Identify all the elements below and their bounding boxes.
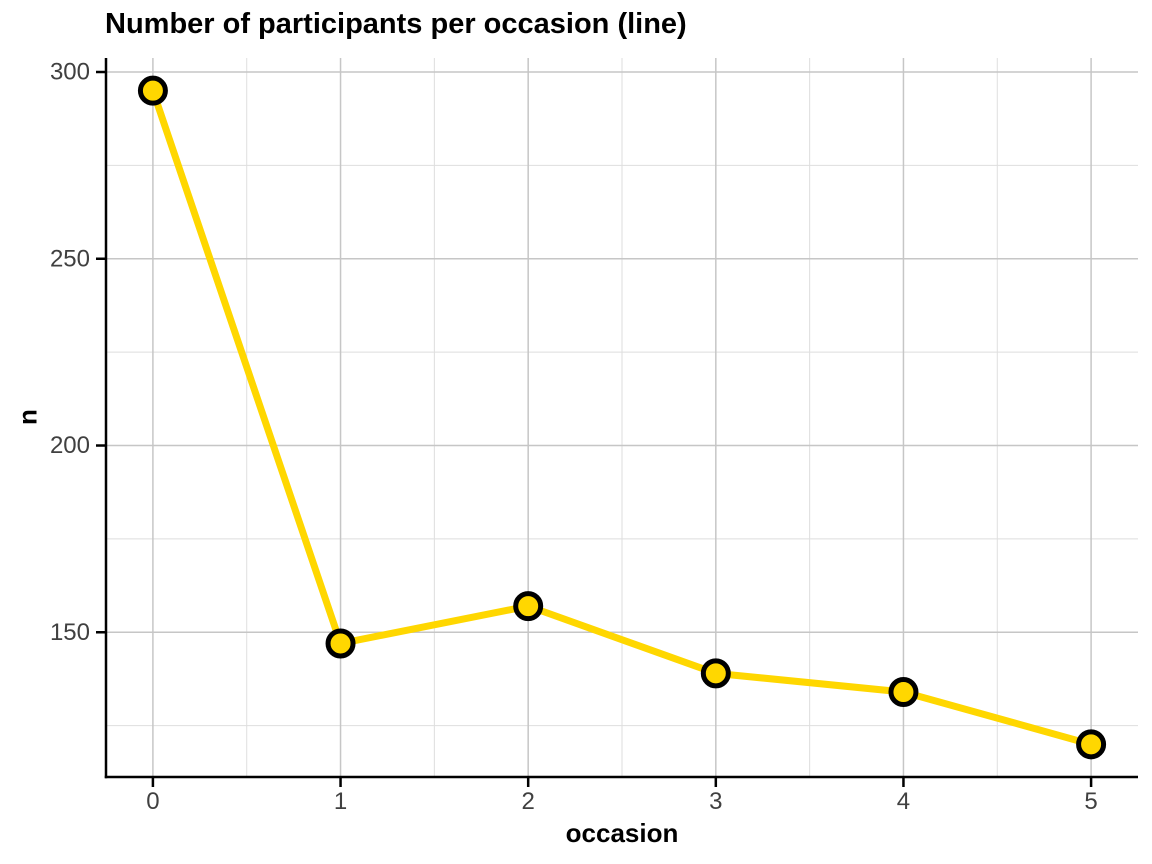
series-line <box>149 89 1093 748</box>
data-point <box>513 591 544 622</box>
y-axis-tick-label: 250 <box>50 245 90 272</box>
x-axis-title: occasion <box>565 818 679 848</box>
data-point <box>700 658 731 689</box>
y-axis-tick-label: 150 <box>50 619 90 646</box>
x-axis-tick-label: 5 <box>1084 788 1097 815</box>
x-axis-tick-label: 4 <box>897 788 910 815</box>
y-axis-tick-label: 200 <box>50 432 90 459</box>
data-point <box>888 677 919 708</box>
y-axis-tick-label: 300 <box>50 59 90 86</box>
data-point <box>137 75 168 106</box>
x-axis-tick-label: 0 <box>146 788 159 815</box>
x-axis-tick-label: 2 <box>522 788 535 815</box>
x-axis-tick-label: 1 <box>334 788 347 815</box>
x-axis-tick-label: 3 <box>709 788 722 815</box>
y-axis-title: n <box>12 409 43 425</box>
chart-title: Number of participants per occasion (lin… <box>105 8 687 40</box>
data-point <box>1076 729 1107 760</box>
data-point <box>325 628 356 659</box>
